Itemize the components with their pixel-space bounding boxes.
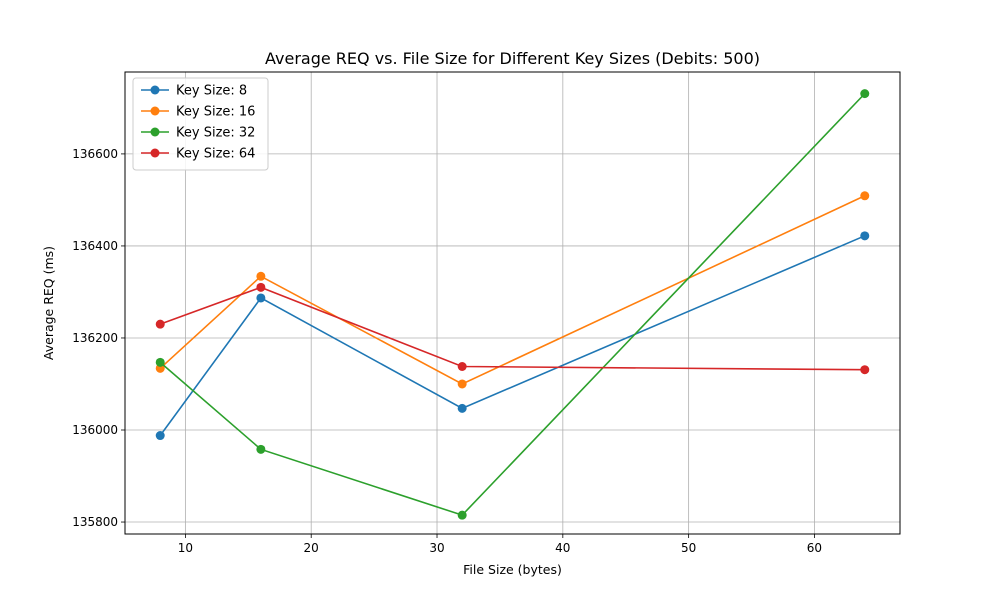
data-point [256, 444, 266, 454]
data-point [457, 403, 467, 413]
legend-label: Key Size: 16 [176, 105, 255, 120]
legend-swatch-marker [150, 148, 160, 158]
chart-title: Average REQ vs. File Size for Different … [265, 49, 760, 68]
series-layer [155, 89, 870, 520]
x-axis-label: File Size (bytes) [463, 562, 562, 577]
series-line [159, 93, 866, 517]
data-point [860, 89, 870, 99]
y-tick-label: 136000 [72, 423, 118, 437]
legend-label: Key Size: 8 [176, 84, 247, 99]
data-point [457, 510, 467, 520]
x-tick-label: 20 [304, 541, 319, 555]
series-line [159, 235, 866, 436]
data-point [256, 293, 266, 303]
legend-item: Key Size: 8 [141, 84, 247, 99]
data-point [860, 365, 870, 375]
series-4 [155, 282, 870, 375]
legend-box [132, 77, 269, 171]
y-tick-label: 136200 [72, 331, 118, 345]
data-point [155, 319, 165, 329]
x-axis-ticks: 10 20 30 40 50 60 [178, 534, 822, 555]
data-point [155, 357, 165, 367]
series-line [159, 195, 866, 385]
legend-item: Key Size: 32 [141, 126, 255, 141]
legend-item: Key Size: 16 [141, 105, 255, 120]
plot-frame [124, 71, 901, 535]
series-3 [155, 89, 870, 520]
legend-label: Key Size: 32 [176, 126, 255, 141]
series-line [159, 286, 865, 371]
grid [125, 72, 900, 534]
data-point [256, 282, 266, 292]
legend-swatch-marker [150, 127, 160, 137]
series-1 [155, 231, 870, 441]
y-tick-label: 136600 [72, 147, 118, 161]
y-axis-label: Average REQ (ms) [41, 246, 56, 360]
legend-swatch-marker [150, 85, 160, 95]
data-point [155, 431, 165, 441]
y-tick-label: 135800 [72, 515, 118, 529]
x-tick-label: 10 [178, 541, 193, 555]
x-tick-label: 50 [681, 541, 696, 555]
y-tick-label: 136400 [72, 239, 118, 253]
data-point [860, 231, 870, 241]
x-tick-label: 40 [555, 541, 570, 555]
data-point [457, 379, 467, 389]
legend-swatch-marker [150, 106, 160, 116]
data-point [860, 191, 870, 201]
data-point [256, 271, 266, 281]
legend-label: Key Size: 64 [176, 147, 255, 162]
y-axis-ticks: 135800 136000 136200 136400 136600 [72, 147, 125, 529]
legend-item: Key Size: 64 [141, 147, 255, 162]
x-tick-label: 60 [807, 541, 822, 555]
data-point [457, 362, 467, 372]
legend: Key Size: 8 Key Size: 16 Key Size: 32 Key S… [132, 77, 269, 171]
x-tick-label: 30 [429, 541, 444, 555]
